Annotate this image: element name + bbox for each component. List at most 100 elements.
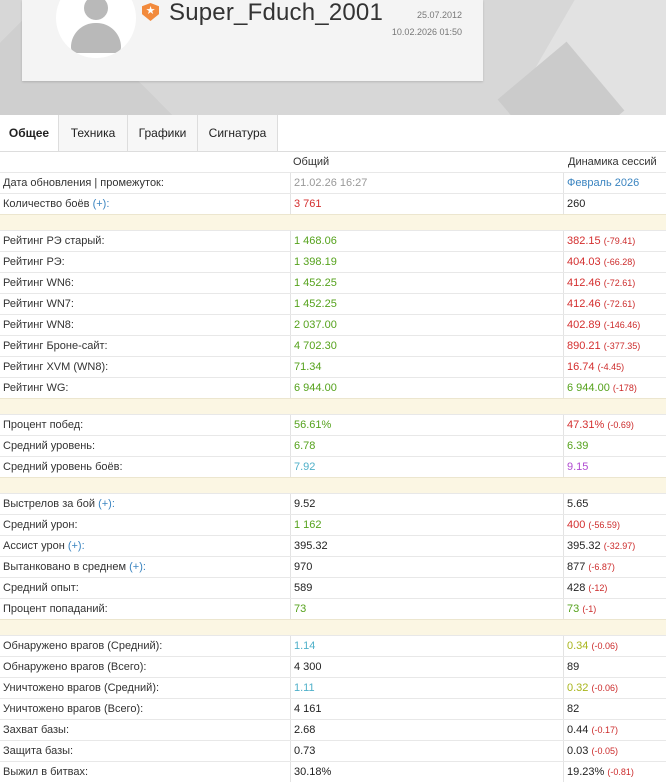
row-label: Рейтинг WN7: xyxy=(3,298,74,310)
table-row: Рейтинг РЭ: 1 398.19 404.03 (-66.28) xyxy=(0,251,666,272)
row-label: Защита базы: xyxy=(3,745,74,757)
table-row: Рейтинг WN6: 1 452.25 412.46 (-72.61) xyxy=(0,272,666,293)
table-row: Выжил в битвах: 30.18% 19.23% (-0.81) xyxy=(0,761,666,782)
session-value: 82 xyxy=(563,699,579,719)
user-silhouette-icon xyxy=(84,0,108,20)
session-value: 382.15 (-79.41) xyxy=(563,231,635,251)
session-value: 73 (-1) xyxy=(563,599,596,619)
session-value: 395.32 (-32.97) xyxy=(563,536,635,556)
session-value: 412.46 (-72.61) xyxy=(563,294,635,314)
profile-header-background: ★ Super_Fduch_2001 25.07.2012 10.02.2026… xyxy=(0,0,666,115)
overall-value: 56.61% xyxy=(290,415,331,435)
row-label: Захват базы: xyxy=(3,724,69,736)
session-value: 0.32 (-0.06) xyxy=(563,678,618,698)
session-value: 6 944.00 (-178) xyxy=(563,378,637,398)
row-label: Обнаружено врагов (Всего): xyxy=(3,661,147,673)
table-row: Количество боёв (+): 3 761 260 xyxy=(0,193,666,214)
registration-date: 25.07.2012 xyxy=(416,10,462,20)
session-value: 89 xyxy=(563,657,579,677)
section-divider xyxy=(0,214,666,230)
column-header-overall: Общий xyxy=(293,156,330,168)
row-label: Ассист урон (+): xyxy=(3,540,85,552)
avatar[interactable] xyxy=(56,0,136,58)
row-label: Уничтожено врагов (Средний): xyxy=(3,682,160,694)
overall-value: 6.78 xyxy=(290,436,315,456)
row-label: Выжил в битвах: xyxy=(3,766,88,778)
session-value: 0.44 (-0.17) xyxy=(563,720,618,740)
overall-value: 73 xyxy=(290,599,306,619)
table-row: Защита базы: 0.73 0.03 (-0.05) xyxy=(0,740,666,761)
tab-general[interactable]: Общее xyxy=(0,115,59,151)
overall-value: 30.18% xyxy=(290,762,331,782)
table-row: Уничтожено врагов (Всего): 4 161 82 xyxy=(0,698,666,719)
row-label: Рейтинг РЭ: xyxy=(3,256,65,268)
overall-value: 9.52 xyxy=(290,494,315,514)
table-row: Выстрелов за бой (+): 9.52 5.65 xyxy=(0,493,666,514)
overall-value: 1 398.19 xyxy=(290,252,337,272)
overall-value: 589 xyxy=(290,578,312,598)
row-label: Уничтожено врагов (Всего): xyxy=(3,703,144,715)
overall-value: 1.14 xyxy=(290,636,315,656)
session-value: 428 (-12) xyxy=(563,578,607,598)
session-value: 404.03 (-66.28) xyxy=(563,252,635,272)
table-row: Средний опыт: 589 428 (-12) xyxy=(0,577,666,598)
section-divider xyxy=(0,398,666,414)
expand-link[interactable]: (+): xyxy=(67,540,85,552)
expand-link[interactable]: (+): xyxy=(92,198,110,210)
session-value: 47.31% (-0.69) xyxy=(563,415,634,435)
row-label: Рейтинг XVM (WN8): xyxy=(3,361,109,373)
session-value: 412.46 (-72.61) xyxy=(563,273,635,293)
table-row: Рейтинг WN8: 2 037.00 402.89 (-146.46) xyxy=(0,314,666,335)
overall-value: 4 161 xyxy=(290,699,322,719)
session-period[interactable]: Февраль 2026 xyxy=(563,173,639,193)
table-row: Рейтинг Броне-сайт: 4 702.30 890.21 (-37… xyxy=(0,335,666,356)
tab-bar: Общее Техника Графики Сигнатура xyxy=(0,115,666,152)
overall-value: 1.11 xyxy=(290,678,315,698)
row-label: Рейтинг WN6: xyxy=(3,277,74,289)
row-label: Рейтинг РЭ старый: xyxy=(3,235,105,247)
overall-value: 1 162 xyxy=(290,515,322,535)
table-row: Уничтожено врагов (Средний): 1.11 0.32 (… xyxy=(0,677,666,698)
stats-table: Дата обновления | промежуток: 21.02.26 1… xyxy=(0,172,666,782)
table-row: Ассист урон (+): 395.32 395.32 (-32.97) xyxy=(0,535,666,556)
row-label: Рейтинг WN8: xyxy=(3,319,74,331)
overall-value: 1 452.25 xyxy=(290,294,337,314)
overall-value: 0.73 xyxy=(290,741,315,761)
table-row: Рейтинг WN7: 1 452.25 412.46 (-72.61) xyxy=(0,293,666,314)
table-row: Процент побед: 56.61% 47.31% (-0.69) xyxy=(0,414,666,435)
rank-badge-icon xyxy=(142,3,159,21)
tab-vehicles[interactable]: Техника xyxy=(59,115,128,151)
row-label: Рейтинг WG: xyxy=(3,382,69,394)
overall-value: 395.32 xyxy=(290,536,328,556)
row-label: Процент побед: xyxy=(3,419,84,431)
row-label: Средний опыт: xyxy=(3,582,79,594)
session-value: 402.89 (-146.46) xyxy=(563,315,640,335)
row-label: Обнаружено врагов (Средний): xyxy=(3,640,163,652)
row-label: Процент попаданий: xyxy=(3,603,108,615)
table-row: Средний урон: 1 162 400 (-56.59) xyxy=(0,514,666,535)
last-update-datetime: 10.02.2026 01:50 xyxy=(391,27,462,37)
session-value: 877 (-6.87) xyxy=(563,557,615,577)
overall-value: 3 761 xyxy=(290,194,322,214)
column-header-sessions: Динамика сессий xyxy=(568,156,657,168)
expand-link[interactable]: (+): xyxy=(129,561,146,573)
table-row: Рейтинг РЭ старый: 1 468.06 382.15 (-79.… xyxy=(0,230,666,251)
session-value: 19.23% (-0.81) xyxy=(563,762,634,782)
session-value: 9.15 xyxy=(563,457,588,477)
table-row: Дата обновления | промежуток: 21.02.26 1… xyxy=(0,172,666,193)
overall-value: 21.02.26 16:27 xyxy=(290,173,367,193)
session-value: 6.39 xyxy=(563,436,588,456)
overall-value: 1 452.25 xyxy=(290,273,337,293)
tab-charts[interactable]: Графики xyxy=(128,115,198,151)
overall-value: 6 944.00 xyxy=(290,378,337,398)
tab-signature[interactable]: Сигнатура xyxy=(198,115,278,151)
session-value: 16.74 (-4.45) xyxy=(563,357,624,377)
expand-link[interactable]: (+): xyxy=(98,498,115,510)
session-value: 260 xyxy=(563,194,585,214)
session-value: 0.03 (-0.05) xyxy=(563,741,618,761)
profile-card: ★ Super_Fduch_2001 25.07.2012 10.02.2026… xyxy=(22,0,483,81)
overall-value: 4 300 xyxy=(290,657,322,677)
overall-value: 2.68 xyxy=(290,720,315,740)
table-row: Рейтинг XVM (WN8): 71.34 16.74 (-4.45) xyxy=(0,356,666,377)
row-label: Дата обновления | промежуток: xyxy=(3,177,164,189)
